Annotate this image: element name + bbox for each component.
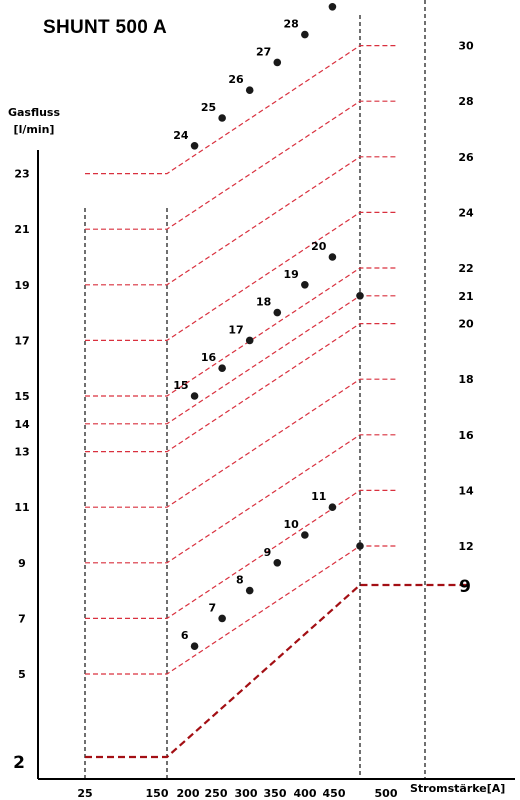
series-line-14-21 bbox=[85, 295, 398, 425]
y-tick-right-12: 12 bbox=[458, 540, 473, 553]
data-point-17 bbox=[245, 336, 254, 345]
data-point-6 bbox=[190, 642, 199, 650]
data-point-label-8: 8 bbox=[236, 574, 244, 587]
data-point-label-19: 19 bbox=[284, 268, 299, 281]
x-tick-150: 150 bbox=[146, 787, 169, 800]
data-point-label-24: 24 bbox=[173, 129, 189, 142]
x-tick-250: 250 bbox=[205, 787, 228, 800]
y-tick-right-18: 18 bbox=[458, 373, 473, 386]
y-tick-left-23: 23 bbox=[14, 168, 29, 181]
data-point-24 bbox=[190, 142, 199, 150]
data-point-7 bbox=[218, 614, 226, 623]
y-tick-right-14: 14 bbox=[458, 484, 474, 497]
data-point-label-26: 26 bbox=[228, 73, 244, 86]
data-point-16 bbox=[218, 364, 226, 373]
data-point-10 bbox=[301, 531, 309, 539]
x-tick-400: 400 bbox=[294, 787, 317, 800]
data-point-label-20: 20 bbox=[311, 240, 327, 253]
y-tick-left-19: 19 bbox=[14, 279, 29, 292]
data-point-label-15: 15 bbox=[173, 379, 188, 392]
data-point-29 bbox=[328, 2, 337, 11]
y-tick-right-20: 20 bbox=[458, 318, 474, 331]
data-point-label-10: 10 bbox=[284, 518, 300, 531]
x-tick-200: 200 bbox=[177, 787, 200, 800]
y-tick-right-24: 24 bbox=[458, 206, 474, 219]
y-axis-label-line2: [l/min] bbox=[13, 123, 55, 136]
series-line-5-12 bbox=[85, 545, 398, 675]
y-tick-right-9: 9 bbox=[459, 577, 471, 597]
y-tick-right-16: 16 bbox=[458, 429, 474, 442]
data-point-26 bbox=[245, 86, 254, 94]
x-tick-500: 500 bbox=[375, 787, 398, 800]
x-tick-450: 450 bbox=[323, 787, 346, 800]
y-tick-left-21: 21 bbox=[14, 223, 29, 236]
series-line-9-16 bbox=[85, 434, 398, 564]
y-tick-left-5: 5 bbox=[18, 668, 26, 681]
data-point-19 bbox=[301, 281, 309, 289]
series-line-19-26 bbox=[85, 156, 398, 286]
chart-title: SHUNT 500 A bbox=[43, 17, 168, 38]
y-tick-left-11: 11 bbox=[14, 501, 29, 514]
data-point-label-7: 7 bbox=[208, 601, 216, 614]
series-line-23-30 bbox=[85, 45, 398, 175]
y-axis-label: Gasfluss [l/min] bbox=[6, 104, 62, 138]
data-point-25 bbox=[218, 114, 226, 122]
series-line-21-28 bbox=[85, 100, 398, 230]
data-point-15 bbox=[190, 392, 199, 400]
y-tick-left-7: 7 bbox=[18, 612, 26, 625]
data-point-label-6: 6 bbox=[181, 629, 189, 642]
y-tick-right-22: 22 bbox=[458, 262, 473, 275]
series-line-11-18 bbox=[85, 378, 398, 508]
marker-500-21 bbox=[356, 292, 364, 300]
data-point-label-25: 25 bbox=[201, 101, 216, 114]
y-tick-left-13: 13 bbox=[14, 446, 29, 459]
y-tick-left-17: 17 bbox=[14, 334, 29, 347]
data-point-8 bbox=[245, 586, 254, 595]
y-tick-right-21: 21 bbox=[458, 290, 473, 303]
marker-500-12 bbox=[356, 542, 364, 550]
y-tick-right-26: 26 bbox=[458, 151, 474, 164]
data-point-label-27: 27 bbox=[256, 45, 271, 58]
data-point-label-16: 16 bbox=[201, 351, 217, 364]
y-tick-right-30: 30 bbox=[458, 40, 474, 53]
x-tick-25: 25 bbox=[77, 787, 92, 800]
data-point-11 bbox=[328, 503, 337, 512]
series-line-7-14 bbox=[85, 489, 398, 619]
series-line-2-9 bbox=[85, 583, 470, 759]
data-point-label-17: 17 bbox=[228, 323, 243, 336]
x-axis-label: Stromstärke[A] bbox=[410, 782, 506, 795]
data-point-20 bbox=[328, 253, 337, 261]
series-line-17-24 bbox=[85, 211, 398, 341]
y-tick-left-9: 9 bbox=[18, 557, 26, 570]
y-tick-left-2: 2 bbox=[13, 753, 25, 773]
data-point-27 bbox=[273, 58, 282, 67]
data-point-18 bbox=[273, 308, 282, 317]
y-axis-label-line1: Gasfluss bbox=[7, 106, 61, 119]
y-tick-left-15: 15 bbox=[14, 390, 29, 403]
data-point-label-29: 29 bbox=[311, 0, 326, 3]
data-point-label-11: 11 bbox=[311, 490, 326, 503]
x-tick-350: 350 bbox=[264, 787, 287, 800]
data-point-label-28: 28 bbox=[284, 18, 299, 31]
data-point-28 bbox=[301, 30, 309, 39]
data-point-label-18: 18 bbox=[256, 296, 271, 309]
y-tick-right-28: 28 bbox=[458, 95, 473, 108]
data-point-label-9: 9 bbox=[264, 546, 272, 559]
y-tick-left-14: 14 bbox=[14, 418, 30, 431]
series-line-13-20 bbox=[85, 323, 398, 453]
data-point-9 bbox=[273, 559, 282, 567]
series-line-15-22 bbox=[85, 267, 398, 397]
x-tick-300: 300 bbox=[235, 787, 258, 800]
